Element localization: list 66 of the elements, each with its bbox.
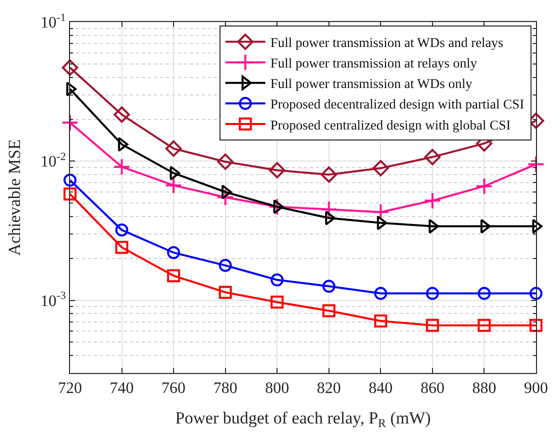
point [167, 269, 180, 282]
y-axis-title: Achievable MSE [5, 139, 24, 256]
x-axis-title: Power budget of each relay, P$_{R}$ (mW) [175, 408, 431, 430]
point [113, 158, 130, 176]
x-tick-label: 880 [472, 380, 496, 398]
point [376, 216, 388, 230]
point [527, 156, 545, 173]
point [118, 137, 128, 152]
y-tick-label: 10$^{-2}$ [40, 151, 66, 171]
point [218, 258, 232, 272]
point [424, 192, 442, 210]
point [273, 199, 284, 214]
legend-label: Proposed centralized design with global CSI [270, 117, 512, 132]
point [222, 184, 232, 200]
point [64, 188, 76, 201]
point [322, 280, 336, 293]
point [164, 176, 182, 194]
point [270, 296, 284, 309]
point [478, 286, 491, 300]
legend-label: Full power transmission at WDs only [270, 76, 472, 92]
point [320, 166, 338, 183]
point [66, 82, 76, 96]
point [217, 154, 234, 170]
point [322, 304, 336, 318]
point [61, 114, 79, 132]
point [114, 106, 130, 123]
point [478, 318, 491, 332]
point [530, 286, 542, 300]
x-tick-label: 860 [420, 380, 444, 398]
x-tick-label: 840 [368, 380, 393, 398]
x-tick-label: 820 [316, 380, 341, 398]
point [530, 318, 542, 332]
point [374, 286, 388, 300]
y-tick-label: 10$^{-3}$ [40, 290, 66, 310]
point [270, 273, 284, 286]
x-tick-label: 740 [110, 380, 134, 398]
legend-label: Full power transmission at relays only [270, 56, 478, 71]
x-tick-label: 900 [524, 380, 548, 398]
legend-label: Full power transmission at WDs and relays [270, 35, 504, 50]
x-tick-label: 800 [265, 380, 290, 398]
y-tick-label: 10$^{-1}$ [40, 12, 66, 32]
point [374, 314, 388, 328]
point [325, 210, 336, 226]
point [62, 59, 78, 76]
point [64, 174, 76, 187]
point [115, 240, 128, 254]
point [426, 318, 439, 332]
point [115, 223, 128, 236]
point [372, 203, 390, 221]
point [320, 200, 338, 218]
point [218, 286, 232, 299]
x-tick-label: 780 [213, 380, 238, 398]
point [424, 148, 441, 166]
legend-label: Proposed decentralized design with partial CSI [270, 96, 525, 112]
point [167, 246, 180, 260]
x-tick-label: 760 [162, 380, 186, 398]
point [480, 218, 491, 234]
point [372, 160, 389, 176]
point [476, 178, 493, 195]
point [268, 162, 286, 178]
x-tick-label: 720 [58, 380, 82, 398]
point [268, 198, 286, 216]
point [170, 166, 180, 180]
point [426, 286, 439, 300]
point [216, 188, 234, 206]
point [165, 140, 182, 157]
